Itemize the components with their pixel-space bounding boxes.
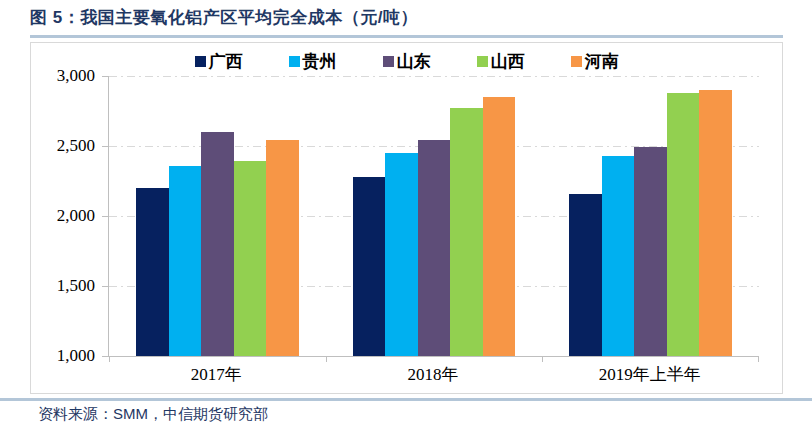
figure-title: 图 5：我国主要氧化铝产区平均完全成本（元/吨） xyxy=(30,6,418,29)
bar-广西-2019年上半年 xyxy=(569,194,602,356)
legend-swatch-icon xyxy=(571,56,582,67)
legend-item-贵州: 贵州 xyxy=(289,53,337,70)
x-axis-category-label: 2017年 xyxy=(108,363,325,386)
y-axis-tick xyxy=(102,76,108,77)
x-axis-tick xyxy=(326,357,327,362)
legend-item-山东: 山东 xyxy=(383,53,431,70)
y-axis-tick-label: 1,500 xyxy=(57,276,95,296)
bar-山西-2018年 xyxy=(450,108,483,356)
legend-label: 山西 xyxy=(491,53,525,70)
legend-label: 广西 xyxy=(209,53,243,70)
bar-山东-2019年上半年 xyxy=(634,147,667,356)
bar-河南-2019年上半年 xyxy=(699,90,732,356)
bar-广西-2017年 xyxy=(136,188,169,356)
bar-贵州-2019年上半年 xyxy=(602,156,635,356)
y-axis-tick-label: 2,500 xyxy=(57,136,95,156)
x-axis-tick xyxy=(758,357,759,362)
bar-贵州-2018年 xyxy=(385,153,418,356)
bar-山东-2017年 xyxy=(201,132,234,356)
legend-item-河南: 河南 xyxy=(571,53,619,70)
title-underline-rule xyxy=(30,35,783,38)
legend-label: 河南 xyxy=(585,53,619,70)
legend-item-广西: 广西 xyxy=(195,53,243,70)
source-note: 资料来源：SMM，中信期货研究部 xyxy=(38,405,268,424)
plot-area xyxy=(108,76,759,357)
x-axis-category-label: 2018年 xyxy=(325,363,542,386)
bar-山东-2018年 xyxy=(418,140,451,356)
bar-广西-2018年 xyxy=(353,177,386,356)
legend-swatch-icon xyxy=(477,56,488,67)
x-axis-tick xyxy=(542,357,543,362)
bar-group-2017年 xyxy=(109,76,326,356)
y-axis-tick xyxy=(102,216,108,217)
legend-label: 贵州 xyxy=(303,53,337,70)
y-axis-labels: 3,0002,5002,0001,5001,000 xyxy=(31,76,101,356)
bar-group-2019年上半年 xyxy=(542,76,759,356)
legend-swatch-icon xyxy=(289,56,300,67)
bar-河南-2018年 xyxy=(483,97,516,356)
bar-贵州-2017年 xyxy=(169,166,202,356)
x-axis-labels: 2017年2018年2019年上半年 xyxy=(108,363,758,386)
chart-container: 广西 贵州 山东 山西 河南 3,000 2,500 2,000 1,500 1,000 201… xyxy=(30,42,783,394)
y-axis-tick-label: 1,000 xyxy=(57,346,95,366)
legend-swatch-icon xyxy=(195,56,206,67)
y-axis-tick-label: 2,000 xyxy=(57,206,95,226)
bar-group-2018年 xyxy=(326,76,543,356)
legend-item-山西: 山西 xyxy=(477,53,525,70)
bar-山西-2017年 xyxy=(234,161,267,356)
x-axis-tick xyxy=(109,357,110,362)
legend-label: 山东 xyxy=(397,53,431,70)
chart-legend: 广西 贵州 山东 山西 河南 xyxy=(31,53,782,70)
bar-河南-2017年 xyxy=(266,140,299,356)
y-axis-tick xyxy=(102,146,108,147)
y-axis-tick xyxy=(102,286,108,287)
x-axis-category-label: 2019年上半年 xyxy=(541,363,758,386)
y-axis-tick-label: 3,000 xyxy=(57,66,95,86)
bar-山西-2019年上半年 xyxy=(667,93,700,356)
y-axis-tick xyxy=(102,356,108,357)
footer-rule xyxy=(0,398,812,401)
legend-swatch-icon xyxy=(383,56,394,67)
